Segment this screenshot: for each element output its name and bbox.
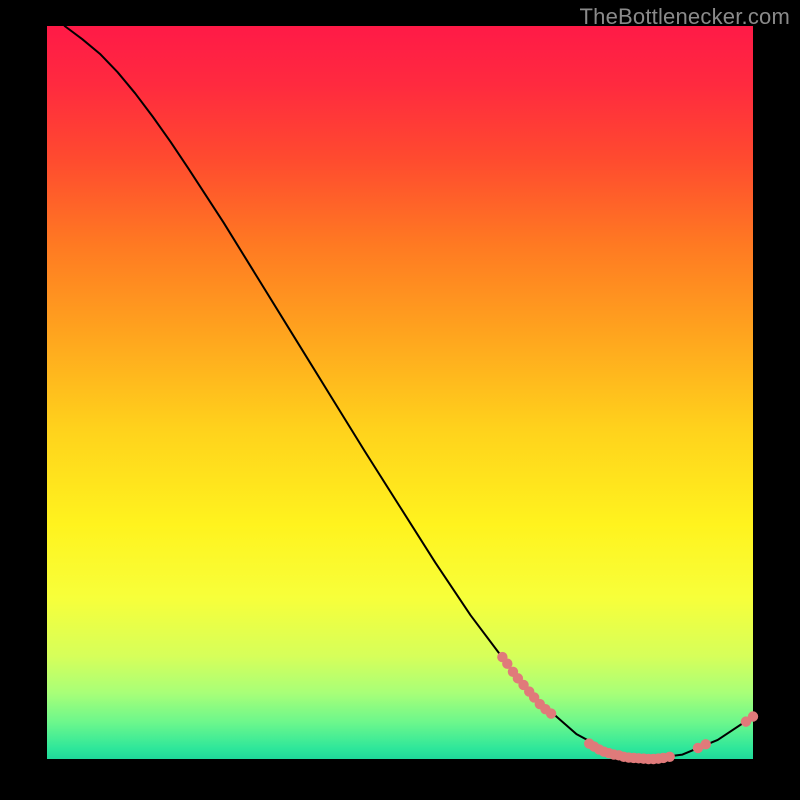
scatter-point xyxy=(701,739,711,749)
bottleneck-chart xyxy=(0,0,800,800)
scatter-point xyxy=(664,752,674,762)
chart-stage: TheBottlenecker.com xyxy=(0,0,800,800)
watermark-label: TheBottlenecker.com xyxy=(580,4,790,30)
scatter-point xyxy=(546,708,556,718)
plot-area xyxy=(47,26,753,759)
scatter-point xyxy=(748,711,758,721)
